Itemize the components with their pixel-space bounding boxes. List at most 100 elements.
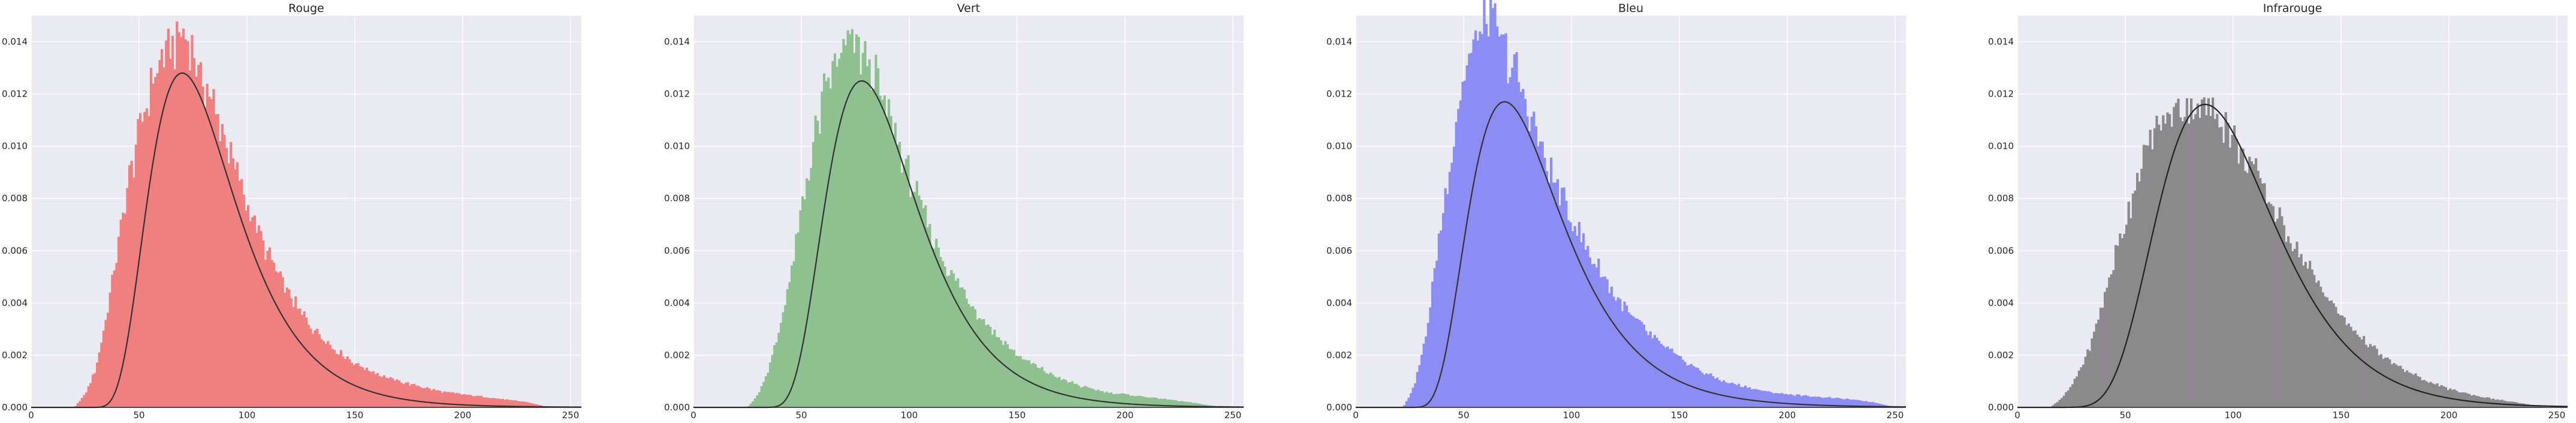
histogram-bar <box>2166 112 2169 407</box>
histogram-bar <box>245 210 248 407</box>
histogram-bar <box>2408 372 2411 407</box>
histogram-bar <box>409 385 412 407</box>
histogram-bar <box>475 395 478 407</box>
histogram-bar <box>428 388 431 407</box>
histogram-bar <box>1155 398 1158 407</box>
histogram-bar <box>963 289 966 407</box>
histogram-bar <box>266 251 269 407</box>
histogram-bar <box>313 330 316 407</box>
x-tick-label: 50 <box>1458 410 1469 421</box>
histogram-bar <box>1806 395 1809 407</box>
histogram-bar <box>1766 391 1769 407</box>
histogram-bar <box>1638 320 1641 407</box>
histogram-bar <box>2170 127 2173 408</box>
histogram-bar <box>976 319 979 407</box>
histogram-bar <box>536 404 539 407</box>
histogram-bar <box>253 215 256 407</box>
histogram-bar <box>773 345 776 407</box>
histogram-bar <box>1712 376 1715 407</box>
histogram-bar <box>533 404 536 407</box>
histogram-bar <box>270 260 273 407</box>
histogram-bar <box>177 32 180 408</box>
histogram-bar <box>933 248 936 407</box>
histogram-bar <box>2190 98 2193 407</box>
histogram-bar <box>298 308 301 407</box>
histogram-bar <box>2371 346 2374 407</box>
histogram-bar <box>1183 401 1186 407</box>
histogram-bar <box>853 52 856 408</box>
histogram-bar <box>2347 323 2350 407</box>
histogram-bar <box>1850 400 1853 407</box>
histogram-bar <box>1573 226 1576 407</box>
histogram-bar <box>1045 373 1048 407</box>
histogram-bar <box>1582 233 1585 407</box>
histogram-bar <box>80 398 83 407</box>
histogram-bar <box>2069 386 2072 407</box>
histogram-bar <box>1597 259 1600 407</box>
histogram-bar <box>1513 54 1516 408</box>
histogram-bar <box>1403 405 1406 407</box>
histogram-bar <box>91 374 94 407</box>
histogram-bar <box>134 144 137 407</box>
histogram-bar <box>1789 394 1792 407</box>
histogram-bar <box>1440 230 1443 407</box>
histogram-bar <box>888 99 891 408</box>
histogram-bar <box>1097 389 1100 407</box>
histogram-bar <box>1519 92 1522 407</box>
histogram-bar <box>277 272 280 407</box>
histogram-bar <box>922 208 925 407</box>
histogram-bar <box>1043 371 1046 407</box>
histogram-bar <box>1554 182 1557 407</box>
histogram-bar <box>1616 297 1619 407</box>
x-tick-label: 100 <box>1563 410 1580 421</box>
histogram-bar <box>2228 147 2231 407</box>
histogram-bar <box>1584 250 1587 407</box>
histogram-bar <box>1550 157 1553 407</box>
histogram-bar <box>1429 307 1432 407</box>
histogram-bar <box>404 382 407 407</box>
histogram-bar <box>1425 336 1428 407</box>
histogram-bar <box>417 386 420 407</box>
histogram-bar <box>400 382 403 407</box>
histogram-bar <box>1450 163 1453 407</box>
histogram-bar <box>903 164 906 407</box>
histogram-bar <box>2423 380 2426 407</box>
histogram-bar <box>186 41 189 407</box>
histogram-bar <box>510 400 513 407</box>
histogram-bar <box>1561 187 1564 407</box>
histogram-bar <box>2242 148 2245 407</box>
histogram-bar <box>389 377 392 407</box>
histogram-bar <box>896 145 899 408</box>
histogram-bar <box>2336 313 2339 407</box>
histogram-bar <box>784 305 787 407</box>
histogram-bar <box>1411 388 1414 407</box>
histogram-bar <box>2354 330 2357 407</box>
histogram-bar <box>1770 392 1773 407</box>
histogram-bar <box>236 162 239 407</box>
histogram-bar <box>415 385 418 407</box>
histogram-bar <box>1023 359 1026 407</box>
histogram-bar <box>2177 98 2180 407</box>
histogram-bar <box>439 391 442 407</box>
fit-curve <box>31 72 582 409</box>
histogram-bar <box>1591 264 1594 407</box>
histogram-bar <box>1504 33 1507 408</box>
histogram-bar <box>452 392 455 407</box>
histogram-bar <box>1433 268 1436 407</box>
histogram-bar <box>2095 323 2098 407</box>
histogram-bar <box>1015 355 1018 407</box>
histogram-bar <box>467 394 470 407</box>
histogram-bar <box>2390 364 2393 407</box>
histogram-bar <box>493 398 496 407</box>
histogram-bar <box>1058 377 1061 407</box>
histogram-bar <box>1136 395 1139 407</box>
histogram-bar <box>969 306 972 407</box>
histogram-bar <box>2106 287 2109 407</box>
histogram-bar <box>2185 98 2188 407</box>
histogram-bar <box>2343 317 2346 407</box>
histogram-bar <box>1435 260 1438 407</box>
histogram-bar <box>1767 391 1770 407</box>
histogram-bar <box>1116 394 1119 407</box>
histogram-bar <box>1781 392 1784 407</box>
histogram-bar <box>777 332 780 407</box>
